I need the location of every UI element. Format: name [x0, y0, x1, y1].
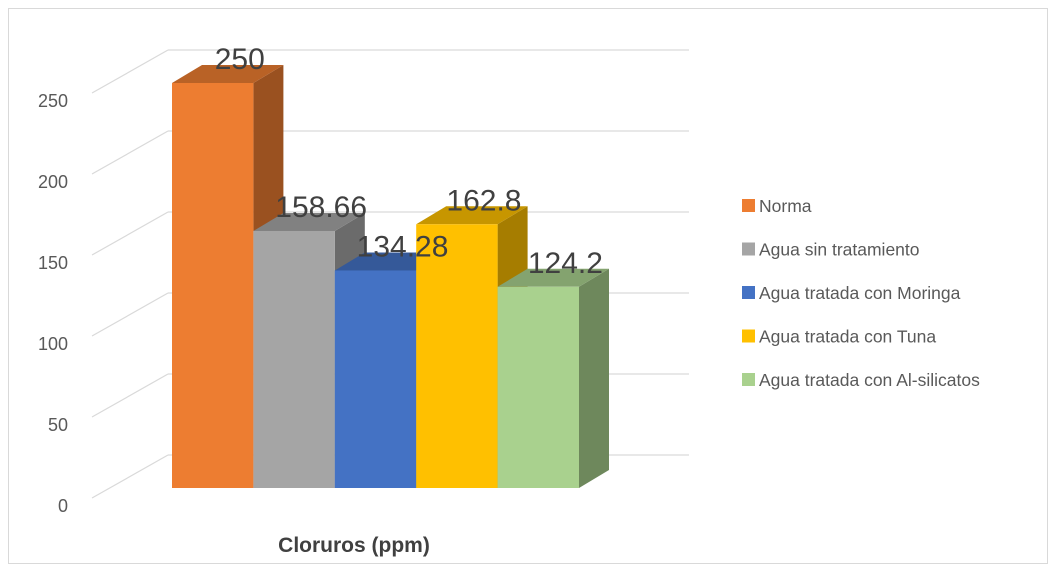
bars [172, 65, 609, 489]
bar [172, 83, 254, 488]
legend-label: Agua tratada con Tuna [759, 327, 936, 347]
gridline-depth [91, 292, 169, 337]
y-tick-label: 50 [48, 415, 68, 435]
data-label: 124.2 [528, 247, 603, 280]
legend-label: Agua tratada con Al-silicatos [759, 370, 980, 390]
data-label: 158.66 [275, 191, 367, 224]
legend-swatch [742, 286, 755, 299]
data-label: 250 [215, 43, 265, 76]
y-tick-label: 0 [58, 496, 68, 516]
gridline-depth [91, 130, 169, 175]
gridline-depth [91, 49, 169, 94]
gridline-depth [91, 211, 169, 256]
y-tick-label: 150 [38, 253, 68, 273]
x-axis-label: Cloruros (ppm) [278, 534, 430, 557]
bar-side [579, 268, 609, 488]
bar [334, 270, 417, 488]
bar-top [497, 268, 609, 287]
bar-top [416, 206, 528, 225]
y-tick-label: 100 [38, 334, 68, 354]
y-axis-ticks: 0 50 100 150 200 250 [38, 91, 68, 516]
legend: Norma Agua sin tratamiento Agua tratada co… [742, 196, 980, 390]
legend-swatch [742, 199, 755, 212]
legend-label: Agua sin tratamiento [759, 240, 920, 260]
legend-swatch [742, 329, 755, 343]
legend-swatch [742, 373, 755, 386]
bar [416, 224, 498, 489]
data-label: 134.28 [357, 230, 449, 263]
bar-top [253, 212, 365, 231]
bar-top [172, 65, 284, 83]
gridline-depth [91, 373, 169, 418]
y-tick-label: 250 [38, 91, 68, 111]
gridline-depth [91, 454, 169, 499]
bar [253, 230, 335, 488]
legend-swatch [742, 242, 755, 256]
y-tick-label: 200 [38, 172, 68, 192]
legend-label: Agua tratada con Moringa [759, 283, 961, 303]
legend-label: Norma [759, 196, 812, 216]
data-label: 162.8 [446, 184, 521, 217]
bar [497, 286, 579, 488]
